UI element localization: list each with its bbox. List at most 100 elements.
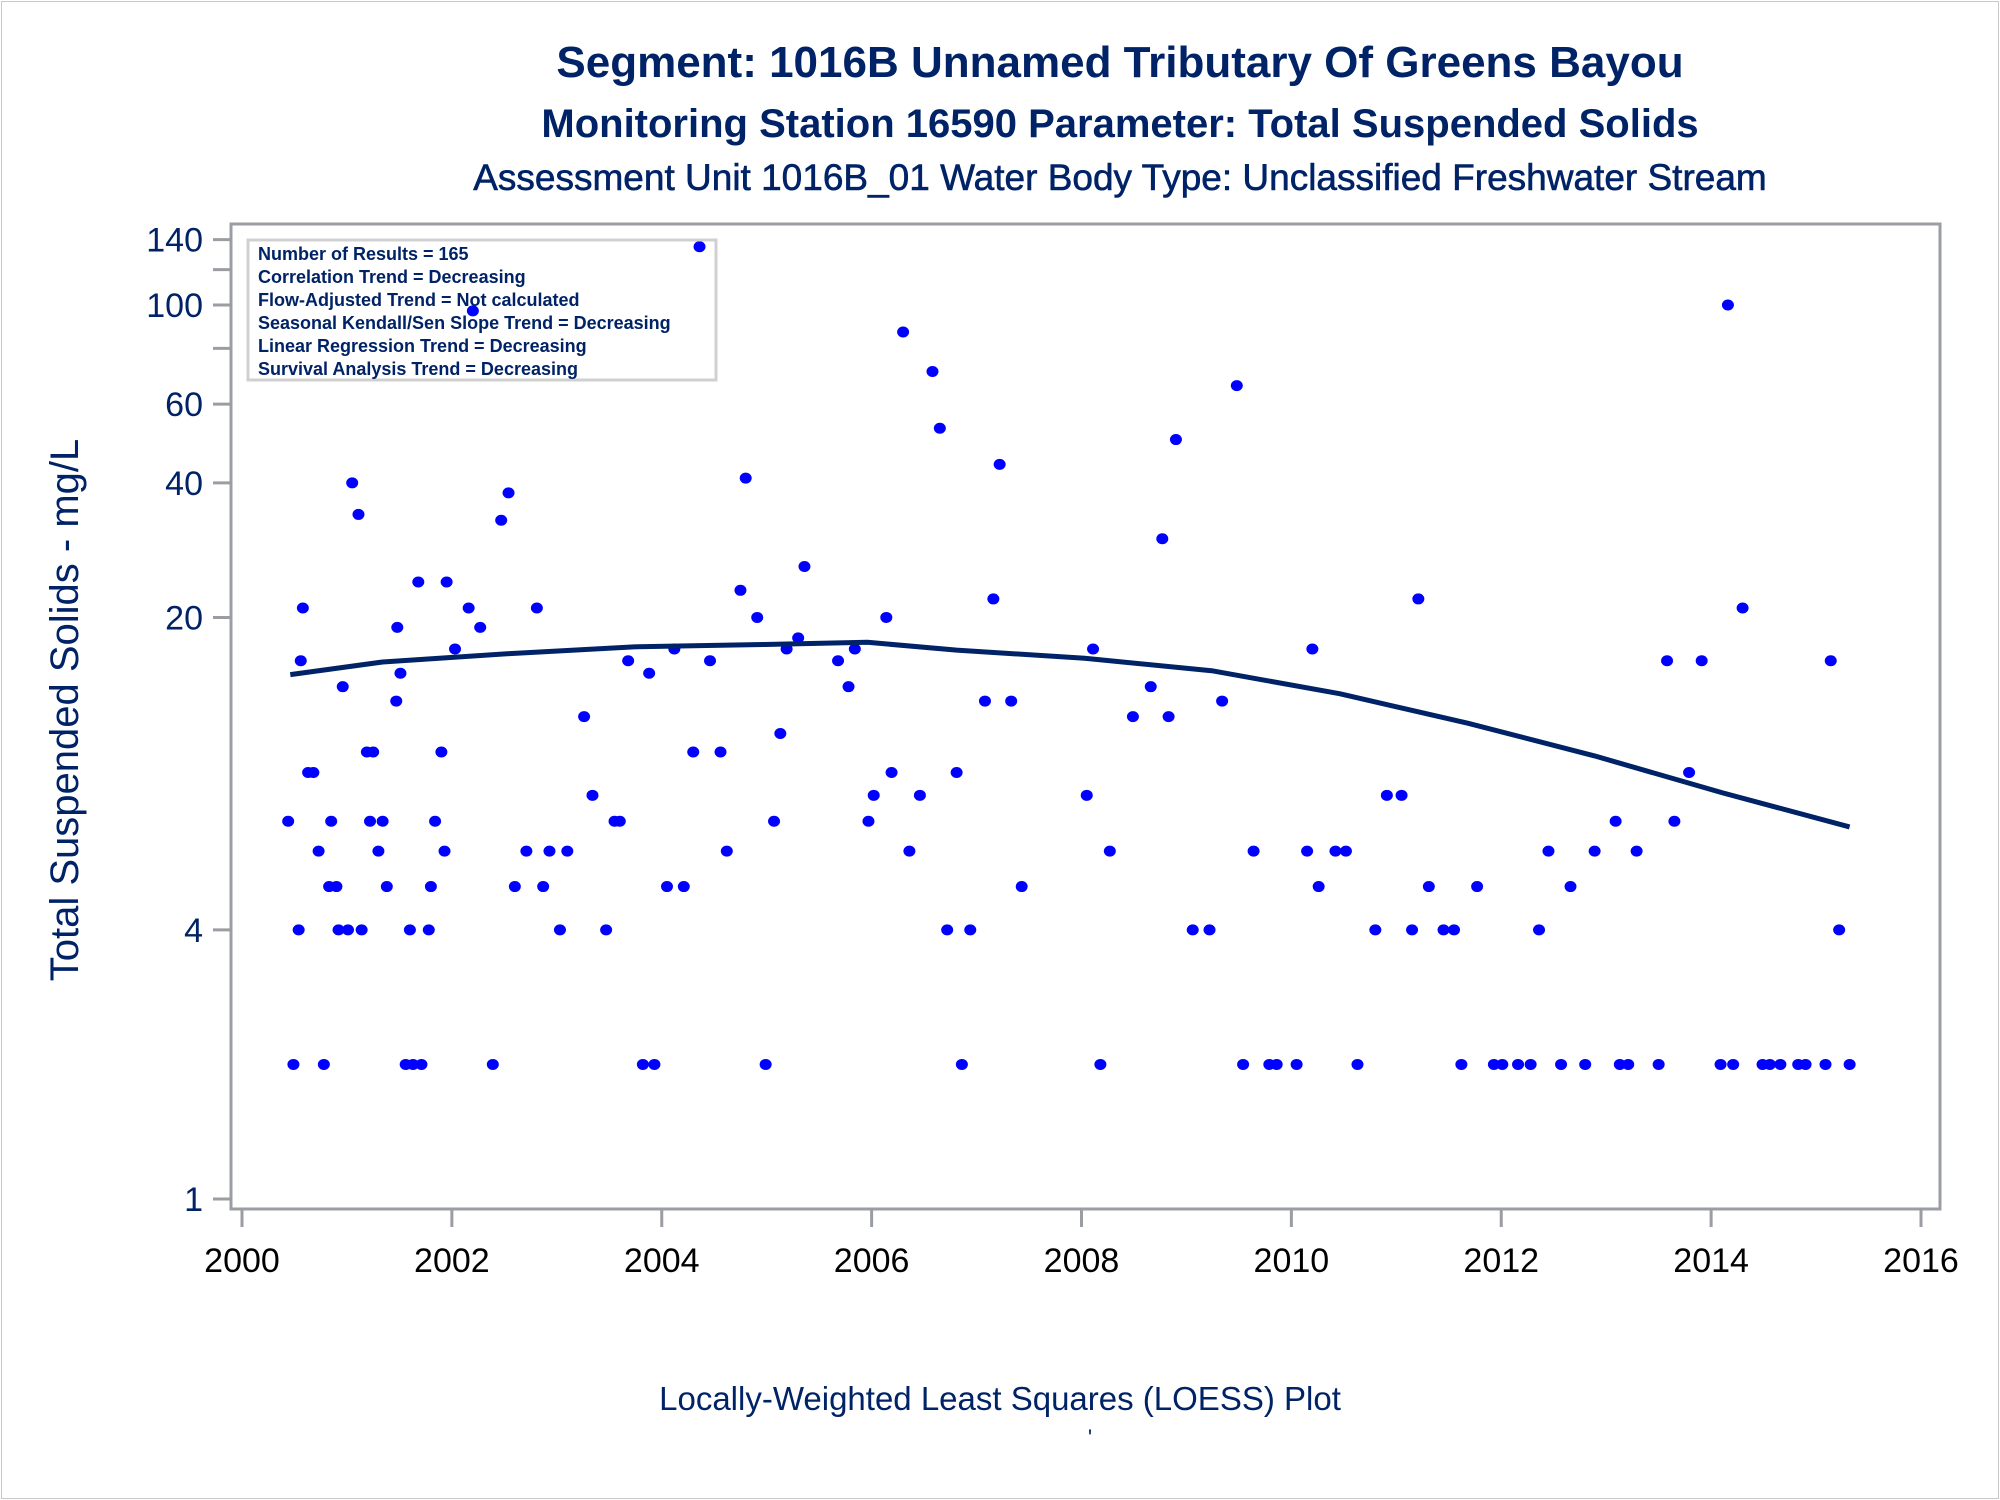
data-point (424, 881, 437, 893)
data-point (1774, 1058, 1787, 1070)
data-point (677, 881, 690, 893)
data-point (449, 643, 462, 655)
data-point (553, 924, 566, 936)
data-point (1824, 655, 1837, 667)
data-point (317, 1058, 330, 1070)
data-point (1622, 1058, 1635, 1070)
data-point (1819, 1058, 1832, 1070)
data-point (1329, 845, 1342, 857)
data-point (407, 1058, 420, 1070)
data-point (294, 655, 307, 667)
y-tick-label: 140 (146, 222, 203, 260)
data-point (1727, 1058, 1740, 1070)
data-point (1103, 845, 1116, 857)
data-point (292, 924, 305, 936)
x-tick-label: 2012 (1463, 1242, 1539, 1280)
data-point (1162, 711, 1175, 723)
data-point (440, 576, 453, 588)
data-point (486, 1058, 499, 1070)
data-point (978, 695, 991, 707)
data-point (330, 881, 343, 893)
data-point (336, 681, 349, 693)
data-point (1306, 643, 1319, 655)
data-point (1369, 924, 1382, 936)
chart-subtitle-2: Assessment Unit 1016B_01 Water Body Type… (473, 157, 1767, 199)
data-point (636, 1058, 649, 1070)
y-tick-label: 40 (165, 465, 203, 503)
data-point (1437, 924, 1450, 936)
data-point (1471, 881, 1484, 893)
data-point (1203, 924, 1216, 936)
data-point (1422, 881, 1435, 893)
data-point (346, 477, 359, 489)
data-point (1247, 845, 1260, 857)
data-point (897, 326, 910, 338)
data-point (325, 815, 338, 827)
x-tick-label: 2016 (1883, 1242, 1959, 1280)
data-point (1144, 681, 1157, 693)
data-point (1156, 533, 1169, 545)
data-point (543, 845, 556, 857)
stats-box-border (246, 238, 718, 382)
data-point (1290, 1058, 1303, 1070)
axes: 1 4 20 40 60 100 140 2000 2002 2004 2006 2008 2010 20… (146, 222, 1959, 1280)
data-point (903, 845, 916, 857)
data-point (466, 305, 479, 317)
data-point (502, 487, 515, 499)
caption-mark: ' (1087, 1425, 1093, 1450)
data-point (312, 845, 325, 857)
data-point (1668, 815, 1681, 827)
stats-line: Correlation Trend = Decreasing (258, 267, 526, 287)
data-point (391, 621, 404, 633)
data-point (1339, 845, 1352, 857)
data-point (1005, 695, 1018, 707)
data-point (964, 924, 977, 936)
data-point (1380, 789, 1393, 801)
data-point (1301, 845, 1314, 857)
data-point (474, 621, 487, 633)
data-point (1094, 1058, 1107, 1070)
data-point (798, 561, 811, 573)
data-point (1763, 1058, 1776, 1070)
data-point (1579, 1058, 1592, 1070)
data-point (885, 766, 898, 778)
data-point (693, 241, 706, 253)
x-tick-label: 2006 (834, 1242, 910, 1280)
stats-line: Number of Results = 165 (258, 244, 469, 264)
data-point (1564, 881, 1577, 893)
data-point (1216, 695, 1229, 707)
data-point (1683, 766, 1696, 778)
data-point (1087, 643, 1100, 655)
data-point (880, 611, 893, 623)
data-point (613, 815, 626, 827)
data-point (913, 789, 926, 801)
data-point (1588, 845, 1601, 857)
data-point (1406, 924, 1419, 936)
stats-line: Seasonal Kendall/Sen Slope Trend = Decre… (258, 313, 671, 333)
data-point (1015, 881, 1028, 893)
data-point (412, 576, 425, 588)
data-point (586, 789, 599, 801)
data-point (422, 924, 435, 936)
data-point (390, 695, 403, 707)
y-tick-label: 4 (184, 912, 203, 950)
data-point (376, 815, 389, 827)
data-point (687, 746, 700, 758)
data-point (372, 845, 385, 857)
data-point (1312, 881, 1325, 893)
loess-line (289, 639, 1851, 830)
y-tick-label: 60 (165, 386, 203, 424)
data-point (1448, 924, 1461, 936)
data-point (832, 655, 845, 667)
data-point (704, 655, 717, 667)
plot-area (229, 222, 1942, 1211)
data-point (429, 815, 442, 827)
data-point (1455, 1058, 1468, 1070)
data-point (307, 766, 320, 778)
data-point (768, 815, 781, 827)
data-point (926, 365, 939, 377)
data-point (1714, 1058, 1727, 1070)
data-point (1799, 1058, 1812, 1070)
x-tick-label: 2008 (1044, 1242, 1120, 1280)
